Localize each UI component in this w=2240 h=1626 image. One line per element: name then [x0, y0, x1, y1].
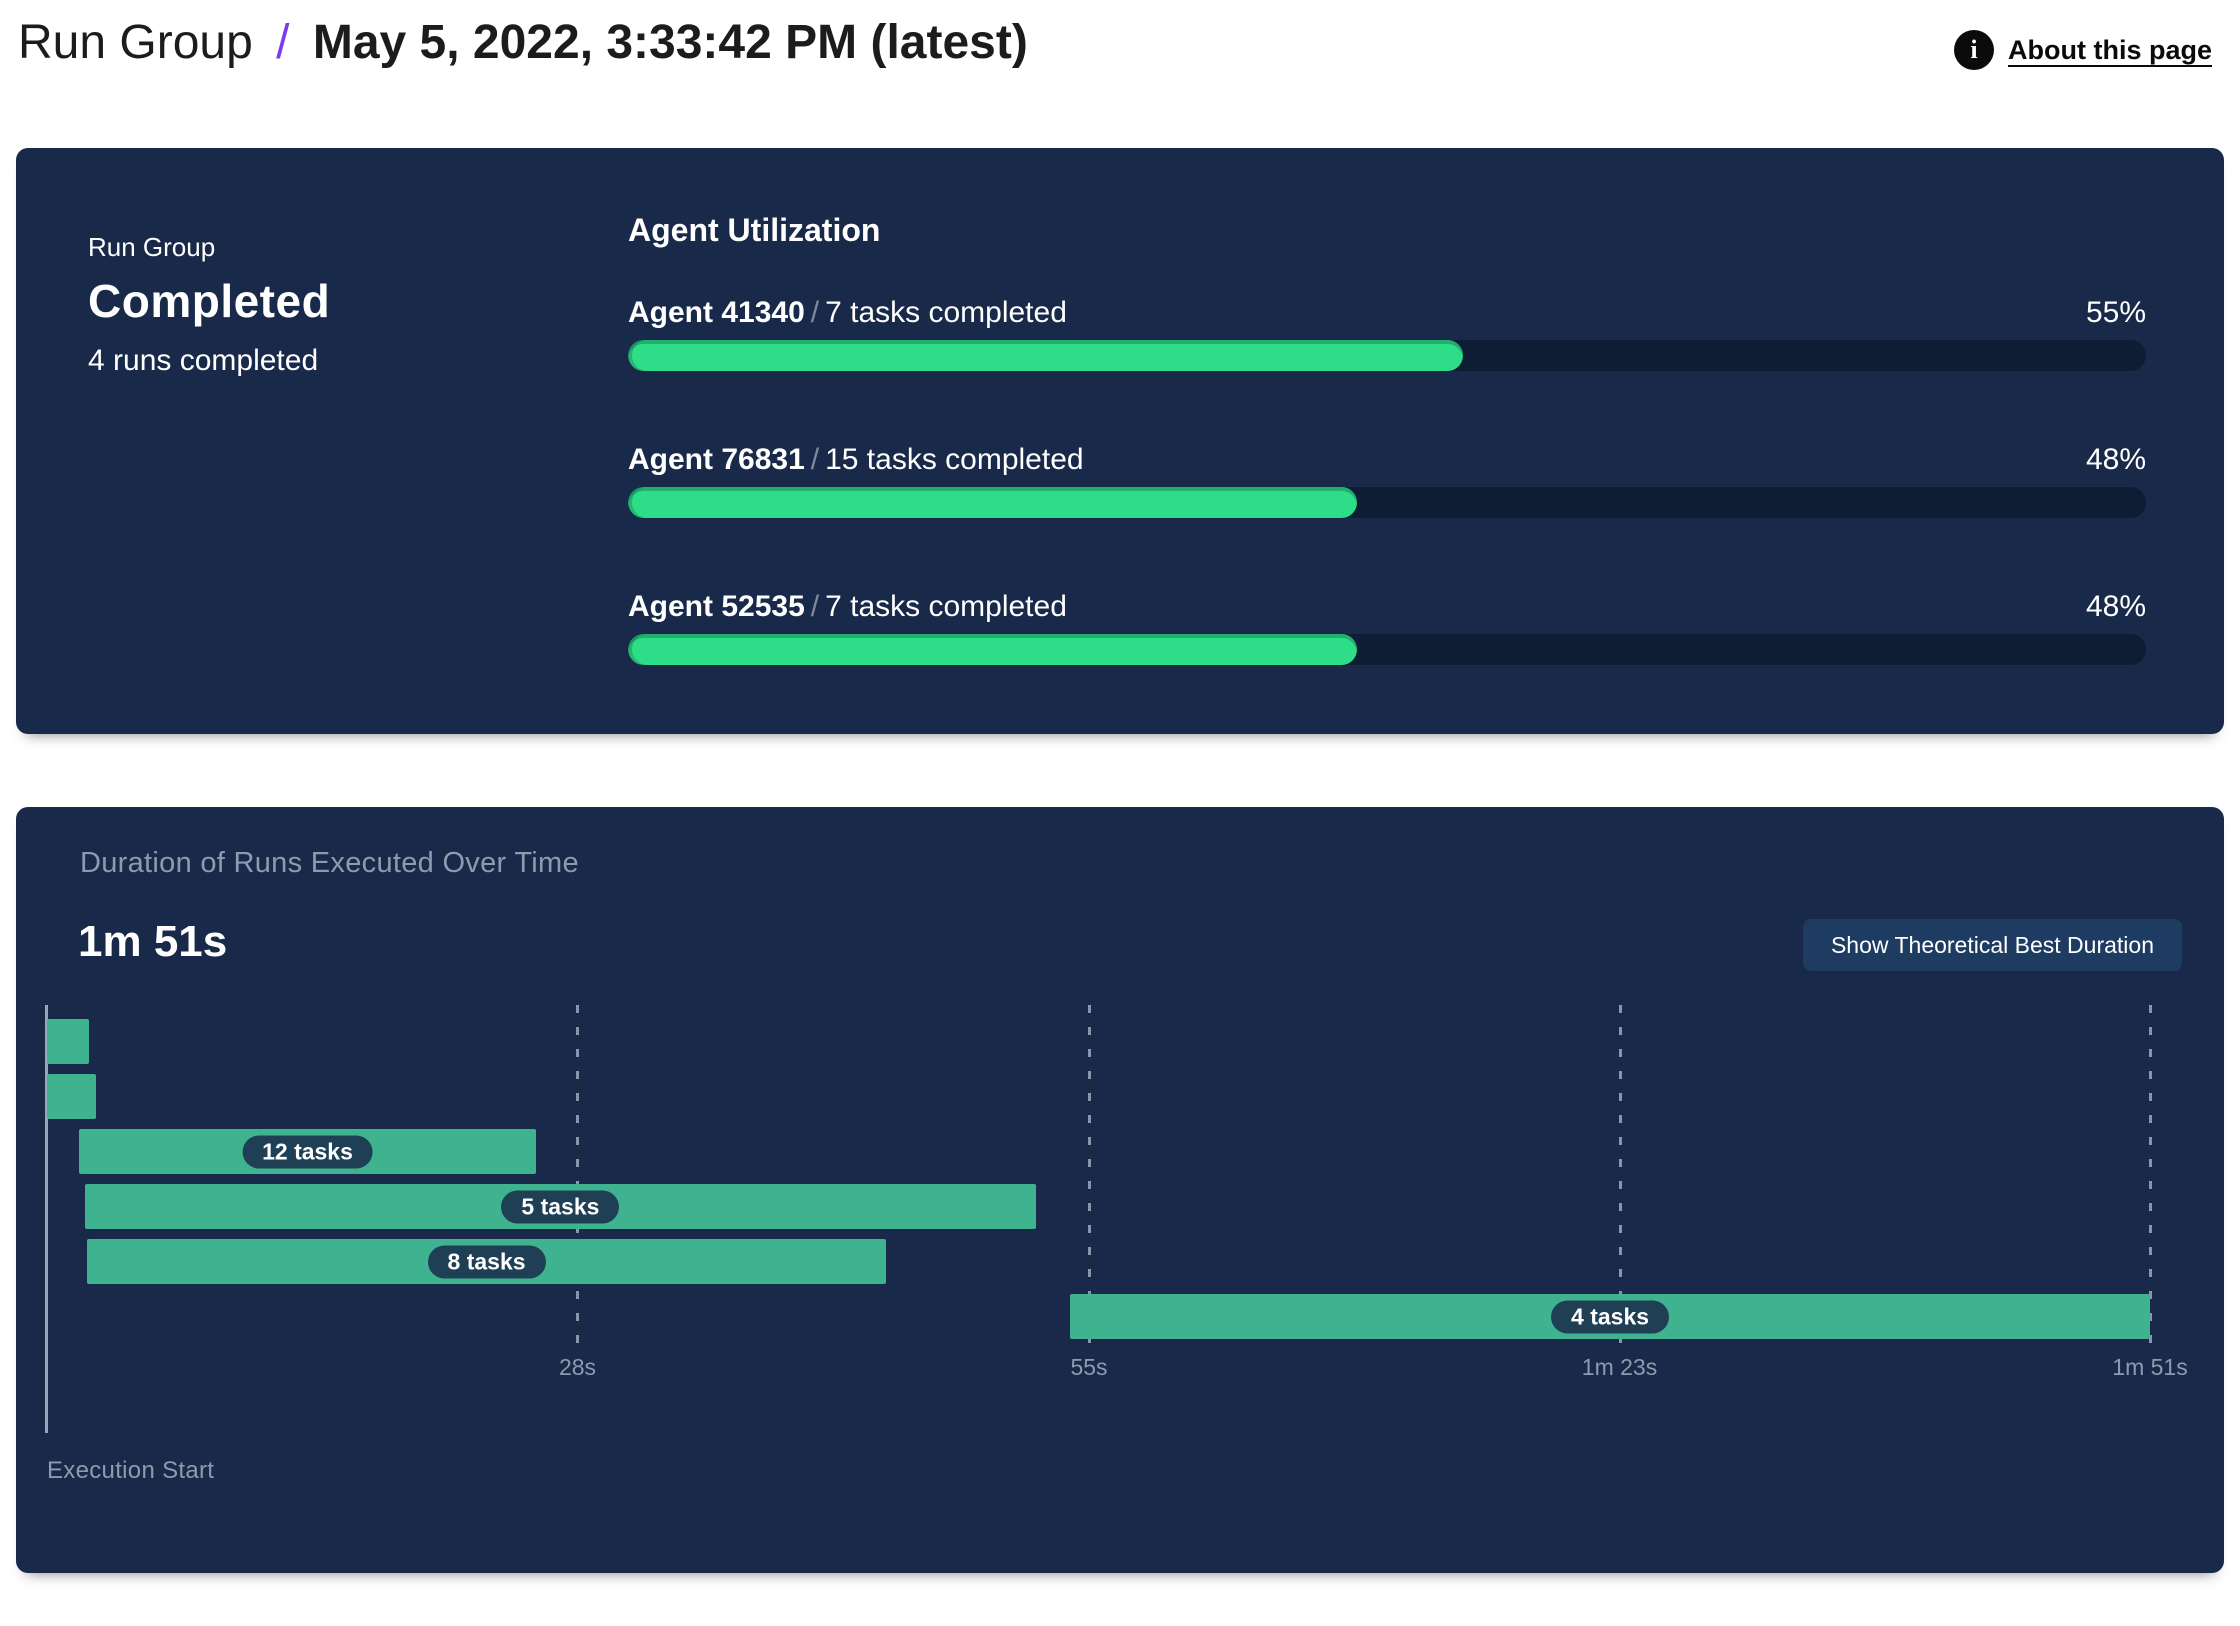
show-theoretical-best-duration-button[interactable]: Show Theoretical Best Duration [1802, 919, 2182, 971]
agent-label-separator: / [810, 296, 820, 329]
run-timestamp-title: May 5, 2022, 3:33:42 PM (latest) [312, 16, 1028, 69]
axis-tick-label: 1m 23s [1581, 1354, 1658, 1380]
agent-rows: Agent 41340/7 tasks completed 55% Agent 76… [628, 148, 2146, 734]
axis-tick-label: 55s [1070, 1354, 1108, 1380]
agent-utilization-row: Agent 76831/15 tasks completed 48% [628, 441, 2146, 541]
duration-chart-card: Duration of Runs Executed Over Time 1m 5… [16, 807, 2224, 1573]
agent-tasks-completed: 7 tasks completed [825, 590, 1067, 623]
info-icon[interactable]: i [1954, 30, 1994, 70]
agent-tasks-completed: 7 tasks completed [825, 296, 1067, 329]
run-group-summary-card: Run Group Completed 4 runs completed Age… [16, 148, 2224, 734]
run-bar[interactable]: 4 tasks [1070, 1294, 2150, 1339]
execution-start-label: Execution Start [47, 1457, 215, 1484]
duration-chart-title: Duration of Runs Executed Over Time [80, 847, 579, 879]
gridline-dashed [1088, 1005, 1092, 1348]
about-this-page-link[interactable]: i About this page [1954, 30, 2212, 70]
task-count-badge: 12 tasks [242, 1135, 373, 1168]
progress-bar-track [628, 634, 2146, 665]
about-link-label[interactable]: About this page [2008, 34, 2212, 65]
task-count-badge: 4 tasks [1551, 1300, 1670, 1333]
gridline-dashed [2149, 1005, 2152, 1348]
run-group-label: Run Group [88, 232, 216, 262]
agent-label: Agent 52535/7 tasks completed [628, 588, 1067, 626]
gridline-dashed [1618, 1005, 1622, 1348]
breadcrumb-separator: / [276, 16, 290, 69]
agent-name: Agent 41340 [628, 296, 805, 329]
task-count-badge: 5 tasks [501, 1190, 620, 1223]
page-header: Run Group / May 5, 2022, 3:33:42 PM (lat… [0, 0, 2240, 148]
progress-bar-fill [628, 487, 1357, 518]
run-bar[interactable]: 8 tasks [86, 1239, 887, 1284]
gridline-dashed [576, 1005, 580, 1348]
agent-utilization-percent: 48% [2085, 443, 2146, 476]
breadcrumb-root: Run Group [18, 16, 253, 69]
agent-label: Agent 41340/7 tasks completed [628, 294, 1067, 332]
progress-bar-fill [628, 634, 1357, 665]
total-duration-value: 1m 51s [78, 917, 228, 966]
page-title: Run Group / May 5, 2022, 3:33:42 PM (lat… [18, 12, 1028, 74]
execution-start-axis-line [45, 1005, 48, 1433]
agent-name: Agent 76831 [628, 443, 805, 476]
agent-utilization-percent: 48% [2085, 590, 2146, 623]
run-bar[interactable]: 5 tasks [84, 1184, 1036, 1229]
agent-utilization-percent: 55% [2085, 296, 2146, 329]
agent-label-separator: / [810, 443, 820, 476]
agent-label-separator: / [810, 590, 820, 623]
progress-bar-fill [628, 340, 1463, 371]
agent-utilization-row: Agent 41340/7 tasks completed 55% [628, 294, 2146, 394]
run-bar[interactable] [47, 1019, 89, 1064]
run-group-status: Completed [88, 275, 331, 327]
progress-bar-track [628, 487, 2146, 518]
axis-tick-label: 1m 51s [2112, 1354, 2188, 1380]
agent-label: Agent 76831/15 tasks completed [628, 441, 1084, 479]
axis-tick-label: 28s [558, 1354, 597, 1380]
agent-name: Agent 52535 [628, 590, 805, 623]
agent-utilization-title: Agent Utilization [628, 212, 881, 248]
progress-bar-track [628, 340, 2146, 371]
run-bar[interactable]: 12 tasks [79, 1129, 536, 1174]
runs-completed-count: 4 runs completed [88, 344, 319, 377]
run-bar[interactable] [47, 1074, 97, 1119]
task-count-badge: 8 tasks [427, 1245, 546, 1278]
agent-tasks-completed: 15 tasks completed [825, 443, 1084, 476]
gantt-chart: Execution Start 28s 55s 1m 23s 1m 51s 12 tas… [45, 1005, 2188, 1485]
agent-utilization-row: Agent 52535/7 tasks completed 48% [628, 588, 2146, 688]
